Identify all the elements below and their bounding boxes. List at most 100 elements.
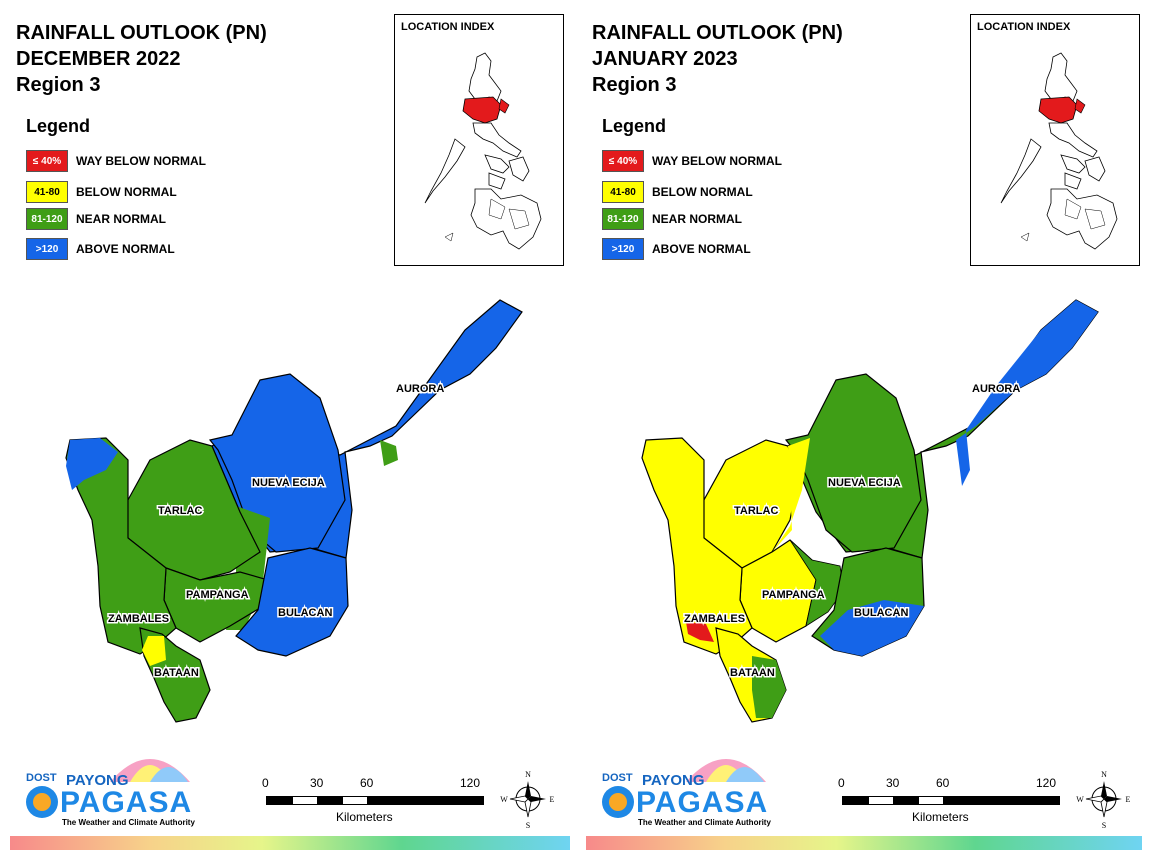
title-line-1: RAINFALL OUTLOOK (PN) (16, 22, 267, 44)
compass-s: S (1102, 821, 1106, 830)
map-title: RAINFALL OUTLOOK (PN) JANUARY 2023 Regio… (592, 20, 843, 98)
province-label-tarlac: TARLAC (158, 505, 202, 517)
province-label-bataan: BATAAN (730, 667, 775, 679)
scale-tick-120: 120 (1036, 776, 1057, 790)
province-label-bataan: BATAAN (154, 667, 199, 679)
province-label-pampanga: PAMPANGA (186, 589, 249, 601)
decorative-gradient-strip (10, 836, 570, 850)
legend-item-way-below: ≤ 40% WAY BELOW NORMAL (26, 150, 206, 172)
philippines-index-map (424, 52, 542, 250)
philippines-index-map (1000, 52, 1118, 250)
province-label-pampanga: PAMPANGA (762, 589, 825, 601)
payong-pagasa-logo: DOST PAYONG PAGASA The Weather and Clima… (594, 740, 774, 830)
legend-swatch: 41-80 (602, 181, 644, 203)
legend-item-way-below: ≤ 40% WAY BELOW NORMAL (602, 150, 782, 172)
compass-e: E (1126, 795, 1131, 804)
legend-label: WAY BELOW NORMAL (652, 154, 783, 168)
scale-tick-0: 0 (838, 776, 845, 790)
legend-swatch: >120 (602, 238, 644, 260)
province-fill-nueva-ecija (784, 373, 922, 553)
legend-swatch: >120 (26, 238, 68, 260)
map-title: RAINFALL OUTLOOK (PN) DECEMBER 2022 Regi… (16, 20, 267, 98)
region-3-rainfall-map: AURORA NUEVA ECIJA TARLAC PAMPANGA BULAC… (65, 299, 523, 723)
logo-payong-text: PAYONG (642, 772, 705, 789)
legend-swatch: ≤ 40% (602, 150, 644, 172)
province-label-bulacan: BULACAN (278, 607, 332, 619)
location-index: LOCATION INDEX (970, 14, 1140, 266)
location-index-title: LOCATION INDEX (977, 21, 1071, 33)
compass-w: W (1076, 795, 1084, 804)
scale-tick-60: 60 (360, 776, 374, 790)
province-label-zambales: ZAMBALES (684, 613, 745, 625)
title-line-1: RAINFALL OUTLOOK (PN) (592, 22, 843, 44)
logo-pagasa-text: PAGASA (60, 786, 193, 819)
province-fill-nueva-ecija (208, 373, 346, 553)
north-arrow-compass: N S E W (500, 768, 556, 830)
payong-pagasa-logo: DOST PAYONG PAGASA The Weather and Clima… (18, 740, 198, 830)
legend-label: BELOW NORMAL (76, 185, 177, 199)
province-label-nueva-ecija: NUEVA ECIJA (252, 477, 325, 489)
scale-tick-30: 30 (310, 776, 324, 790)
compass-n: N (525, 770, 531, 779)
legend-label: BELOW NORMAL (652, 185, 753, 199)
legend-swatch: 81-120 (602, 208, 644, 230)
decorative-gradient-strip (586, 836, 1142, 850)
legend-label: NEAR NORMAL (652, 212, 742, 226)
legend-label: ABOVE NORMAL (652, 242, 751, 256)
compass-n: N (1101, 770, 1107, 779)
title-line-3: Region 3 (592, 74, 677, 96)
province-fill-bulacan (235, 547, 349, 657)
logo-tagline: The Weather and Climate Authority (62, 818, 195, 827)
legend-item-above: >120 ABOVE NORMAL (26, 238, 175, 260)
title-line-2: JANUARY 2023 (592, 48, 738, 70)
legend-label: WAY BELOW NORMAL (76, 154, 207, 168)
legend-item-near: 81-120 NEAR NORMAL (602, 208, 742, 230)
legend-swatch: 81-120 (26, 208, 68, 230)
north-arrow-compass: N S E W (1076, 768, 1132, 830)
panel-december-2022: RAINFALL OUTLOOK (PN) DECEMBER 2022 Regi… (10, 14, 570, 850)
legend-swatch: 41-80 (26, 181, 68, 203)
scale-bar: 0 30 60 120 Kilometers (262, 776, 492, 826)
logo-dost-text: DOST (26, 772, 57, 784)
location-index: LOCATION INDEX (394, 14, 564, 266)
way-below-patch (686, 622, 714, 642)
scale-tick-60: 60 (936, 776, 950, 790)
panel-january-2023: RAINFALL OUTLOOK (PN) JANUARY 2023 Regio… (576, 0, 1152, 864)
scale-tick-30: 30 (886, 776, 900, 790)
legend-item-below: 41-80 BELOW NORMAL (26, 181, 177, 203)
logo-payong-text: PAYONG (66, 772, 129, 789)
scale-unit: Kilometers (912, 810, 969, 824)
scale-bar-graphic (266, 796, 484, 805)
legend-item-above: >120 ABOVE NORMAL (602, 238, 751, 260)
compass-w: W (500, 795, 508, 804)
logo-tagline: The Weather and Climate Authority (638, 818, 771, 827)
province-label-zambales: ZAMBALES (108, 613, 169, 625)
region-3-highlight (462, 96, 502, 124)
title-line-3: Region 3 (16, 74, 101, 96)
legend-label: ABOVE NORMAL (76, 242, 175, 256)
title-line-2: DECEMBER 2022 (16, 48, 181, 70)
province-label-nueva-ecija: NUEVA ECIJA (828, 477, 901, 489)
legend-title: Legend (26, 116, 91, 136)
region-3-highlight (1038, 96, 1078, 124)
logo-dost-text: DOST (602, 772, 633, 784)
region-3-rainfall-map: AURORA NUEVA ECIJA TARLAC PAMPANGA BULAC… (641, 299, 1099, 723)
logo-pagasa-text: PAGASA (636, 786, 769, 819)
scale-unit: Kilometers (336, 810, 393, 824)
scale-tick-120: 120 (460, 776, 481, 790)
province-label-bulacan: BULACAN (854, 607, 908, 619)
legend-item-near: 81-120 NEAR NORMAL (26, 208, 166, 230)
scale-bar: 0 30 60 120 Kilometers (838, 776, 1068, 826)
compass-e: E (550, 795, 555, 804)
location-index-title: LOCATION INDEX (401, 21, 495, 33)
legend-item-below: 41-80 BELOW NORMAL (602, 181, 753, 203)
scale-tick-0: 0 (262, 776, 269, 790)
legend-label: NEAR NORMAL (76, 212, 166, 226)
compass-s: S (526, 821, 530, 830)
province-label-aurora: AURORA (972, 383, 1020, 395)
province-label-aurora: AURORA (396, 383, 444, 395)
legend-title: Legend (602, 116, 667, 136)
scale-bar-graphic (842, 796, 1060, 805)
province-label-tarlac: TARLAC (734, 505, 778, 517)
legend-swatch: ≤ 40% (26, 150, 68, 172)
